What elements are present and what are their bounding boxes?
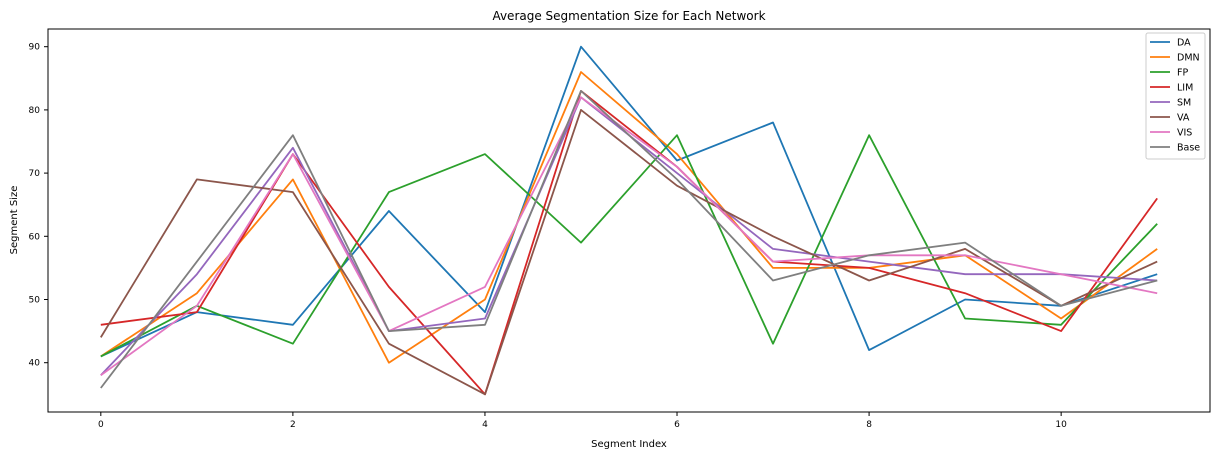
legend-label-lim: LIM — [1177, 83, 1193, 94]
series-line-fp — [100, 134, 1158, 358]
legend-label-da: DA — [1177, 38, 1191, 49]
y-axis-label: Segment Size — [9, 186, 20, 255]
chart-title: Average Segmentation Size for Each Netwo… — [492, 9, 765, 23]
x-tick-label: 8 — [866, 420, 872, 430]
x-tick-label: 0 — [98, 420, 104, 430]
x-axis-label: Segment Index — [591, 439, 667, 450]
series-line-dmn — [100, 71, 1158, 364]
axes: 0 2 4 6 8 10 40 50 60 70 80 90 — [29, 28, 1211, 430]
legend-label-sm: SM — [1177, 98, 1191, 109]
series-lines — [100, 45, 1158, 396]
plot-frame — [47, 28, 1211, 413]
series-line-da — [100, 45, 1158, 358]
series-line-sm — [100, 96, 1158, 376]
series-line-vis — [100, 96, 1158, 377]
series-line-base — [100, 90, 1158, 389]
y-tick-label: 90 — [29, 43, 41, 53]
y-tick-label: 40 — [29, 359, 41, 369]
legend-label-va: VA — [1177, 113, 1190, 124]
legend-label-dmn: DMN — [1177, 53, 1200, 64]
legend-label-base: Base — [1177, 143, 1200, 154]
legend-box — [1145, 32, 1206, 160]
series-line-lim — [100, 90, 1158, 396]
y-tick-label: 60 — [29, 232, 41, 242]
legend-label-vis: VIS — [1177, 128, 1192, 139]
y-tick-label: 80 — [29, 106, 41, 116]
y-tick-label: 70 — [29, 169, 41, 179]
y-tick-label: 50 — [29, 296, 41, 306]
x-tick-label: 6 — [674, 420, 680, 430]
x-tick-label: 2 — [290, 420, 296, 430]
legend: DA DMN FP LIM SM VA VIS Base — [1145, 32, 1206, 160]
x-tick-label: 10 — [1055, 420, 1067, 430]
series-line-va — [100, 109, 1158, 396]
x-tick-label: 4 — [482, 420, 488, 430]
legend-label-fp: FP — [1177, 68, 1188, 79]
